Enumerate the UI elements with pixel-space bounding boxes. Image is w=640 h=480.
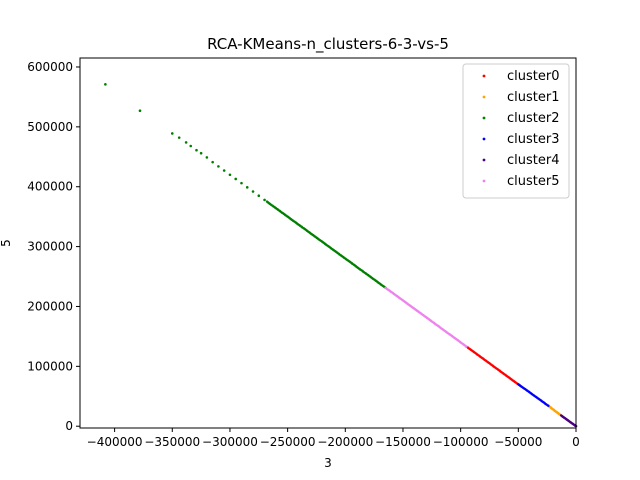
x-tick-label: −400000 [87,435,143,449]
cluster5-point [465,345,468,348]
x-tick-label: 0 [572,435,580,449]
legend-marker-cluster5 [482,179,486,183]
y-tick-label: 200000 [27,299,73,313]
legend-box [462,63,570,199]
cluster2-point-15 [245,186,249,189]
cluster2-point-9 [211,160,214,164]
chart-title: RCA-KMeans-n_clusters-6-3-vs-5 [207,35,449,54]
legend-label-cluster2: cluster2 [507,111,559,126]
cluster2-point-2 [170,132,174,135]
y-tick-label: 600000 [27,60,73,74]
cluster3-point [547,404,550,408]
legend-marker-cluster3 [482,137,486,141]
cluster2-point-1 [138,109,142,112]
cluster2-point-18 [263,198,266,202]
cluster2-point-6 [195,148,198,152]
cluster2-point-8 [205,156,209,159]
y-tick-label: 300000 [27,240,73,254]
y-tick-label: 500000 [27,120,73,134]
cluster2-point-7 [199,151,203,155]
cluster2-point-10 [217,165,220,168]
legend: cluster0 cluster1 cluster2 cluster3 cluster4… [462,63,570,199]
cluster2-point-11 [222,169,226,172]
legend-label-cluster5: cluster5 [507,174,559,189]
y-axis-label: 5 [0,239,13,247]
cluster2-point-3 [177,136,181,139]
x-tick-label: −300000 [202,435,258,449]
legend-marker-cluster2 [482,116,486,120]
x-tick-label: −250000 [260,435,316,449]
series-cluster4 [559,414,578,428]
cluster2-point-14 [240,181,243,185]
axes: −400000 −350000 −300000 −250000 −200000 −1500… [27,57,580,449]
y-tick-label: 400000 [27,180,73,194]
x-axis-label: 3 [324,456,332,470]
legend-marker-cluster4 [482,158,486,162]
cluster2-point-5 [189,144,193,148]
y-tick-label: 0 [65,419,73,433]
legend-label-cluster0: cluster0 [507,69,559,84]
y-tick-label: 100000 [27,359,73,373]
legend-label-cluster3: cluster3 [507,132,559,147]
axes-frame [79,57,577,429]
cluster2-point-13 [234,177,238,181]
x-tick-label: −100000 [433,435,489,449]
legend-marker-cluster0 [482,74,486,78]
legend-label-cluster1: cluster1 [507,90,559,105]
plot-area [104,83,578,428]
x-tick-label: −50000 [494,435,542,449]
x-tick-label: −200000 [317,435,373,449]
cluster2-point-0 [104,83,107,86]
series-cluster2 [104,83,388,290]
cluster2-point-12 [228,173,232,177]
series-cluster0 [465,345,522,388]
cluster2-point-17 [257,194,261,197]
legend-label-cluster4: cluster4 [507,153,559,168]
series-cluster5 [384,286,468,348]
legend-marker-cluster1 [482,95,486,99]
x-tick-label: −350000 [144,435,200,449]
cluster2-point-4 [184,141,188,144]
series-cluster3 [516,383,550,408]
cluster2-point-16 [251,190,255,193]
x-tick-label: −150000 [375,435,431,449]
